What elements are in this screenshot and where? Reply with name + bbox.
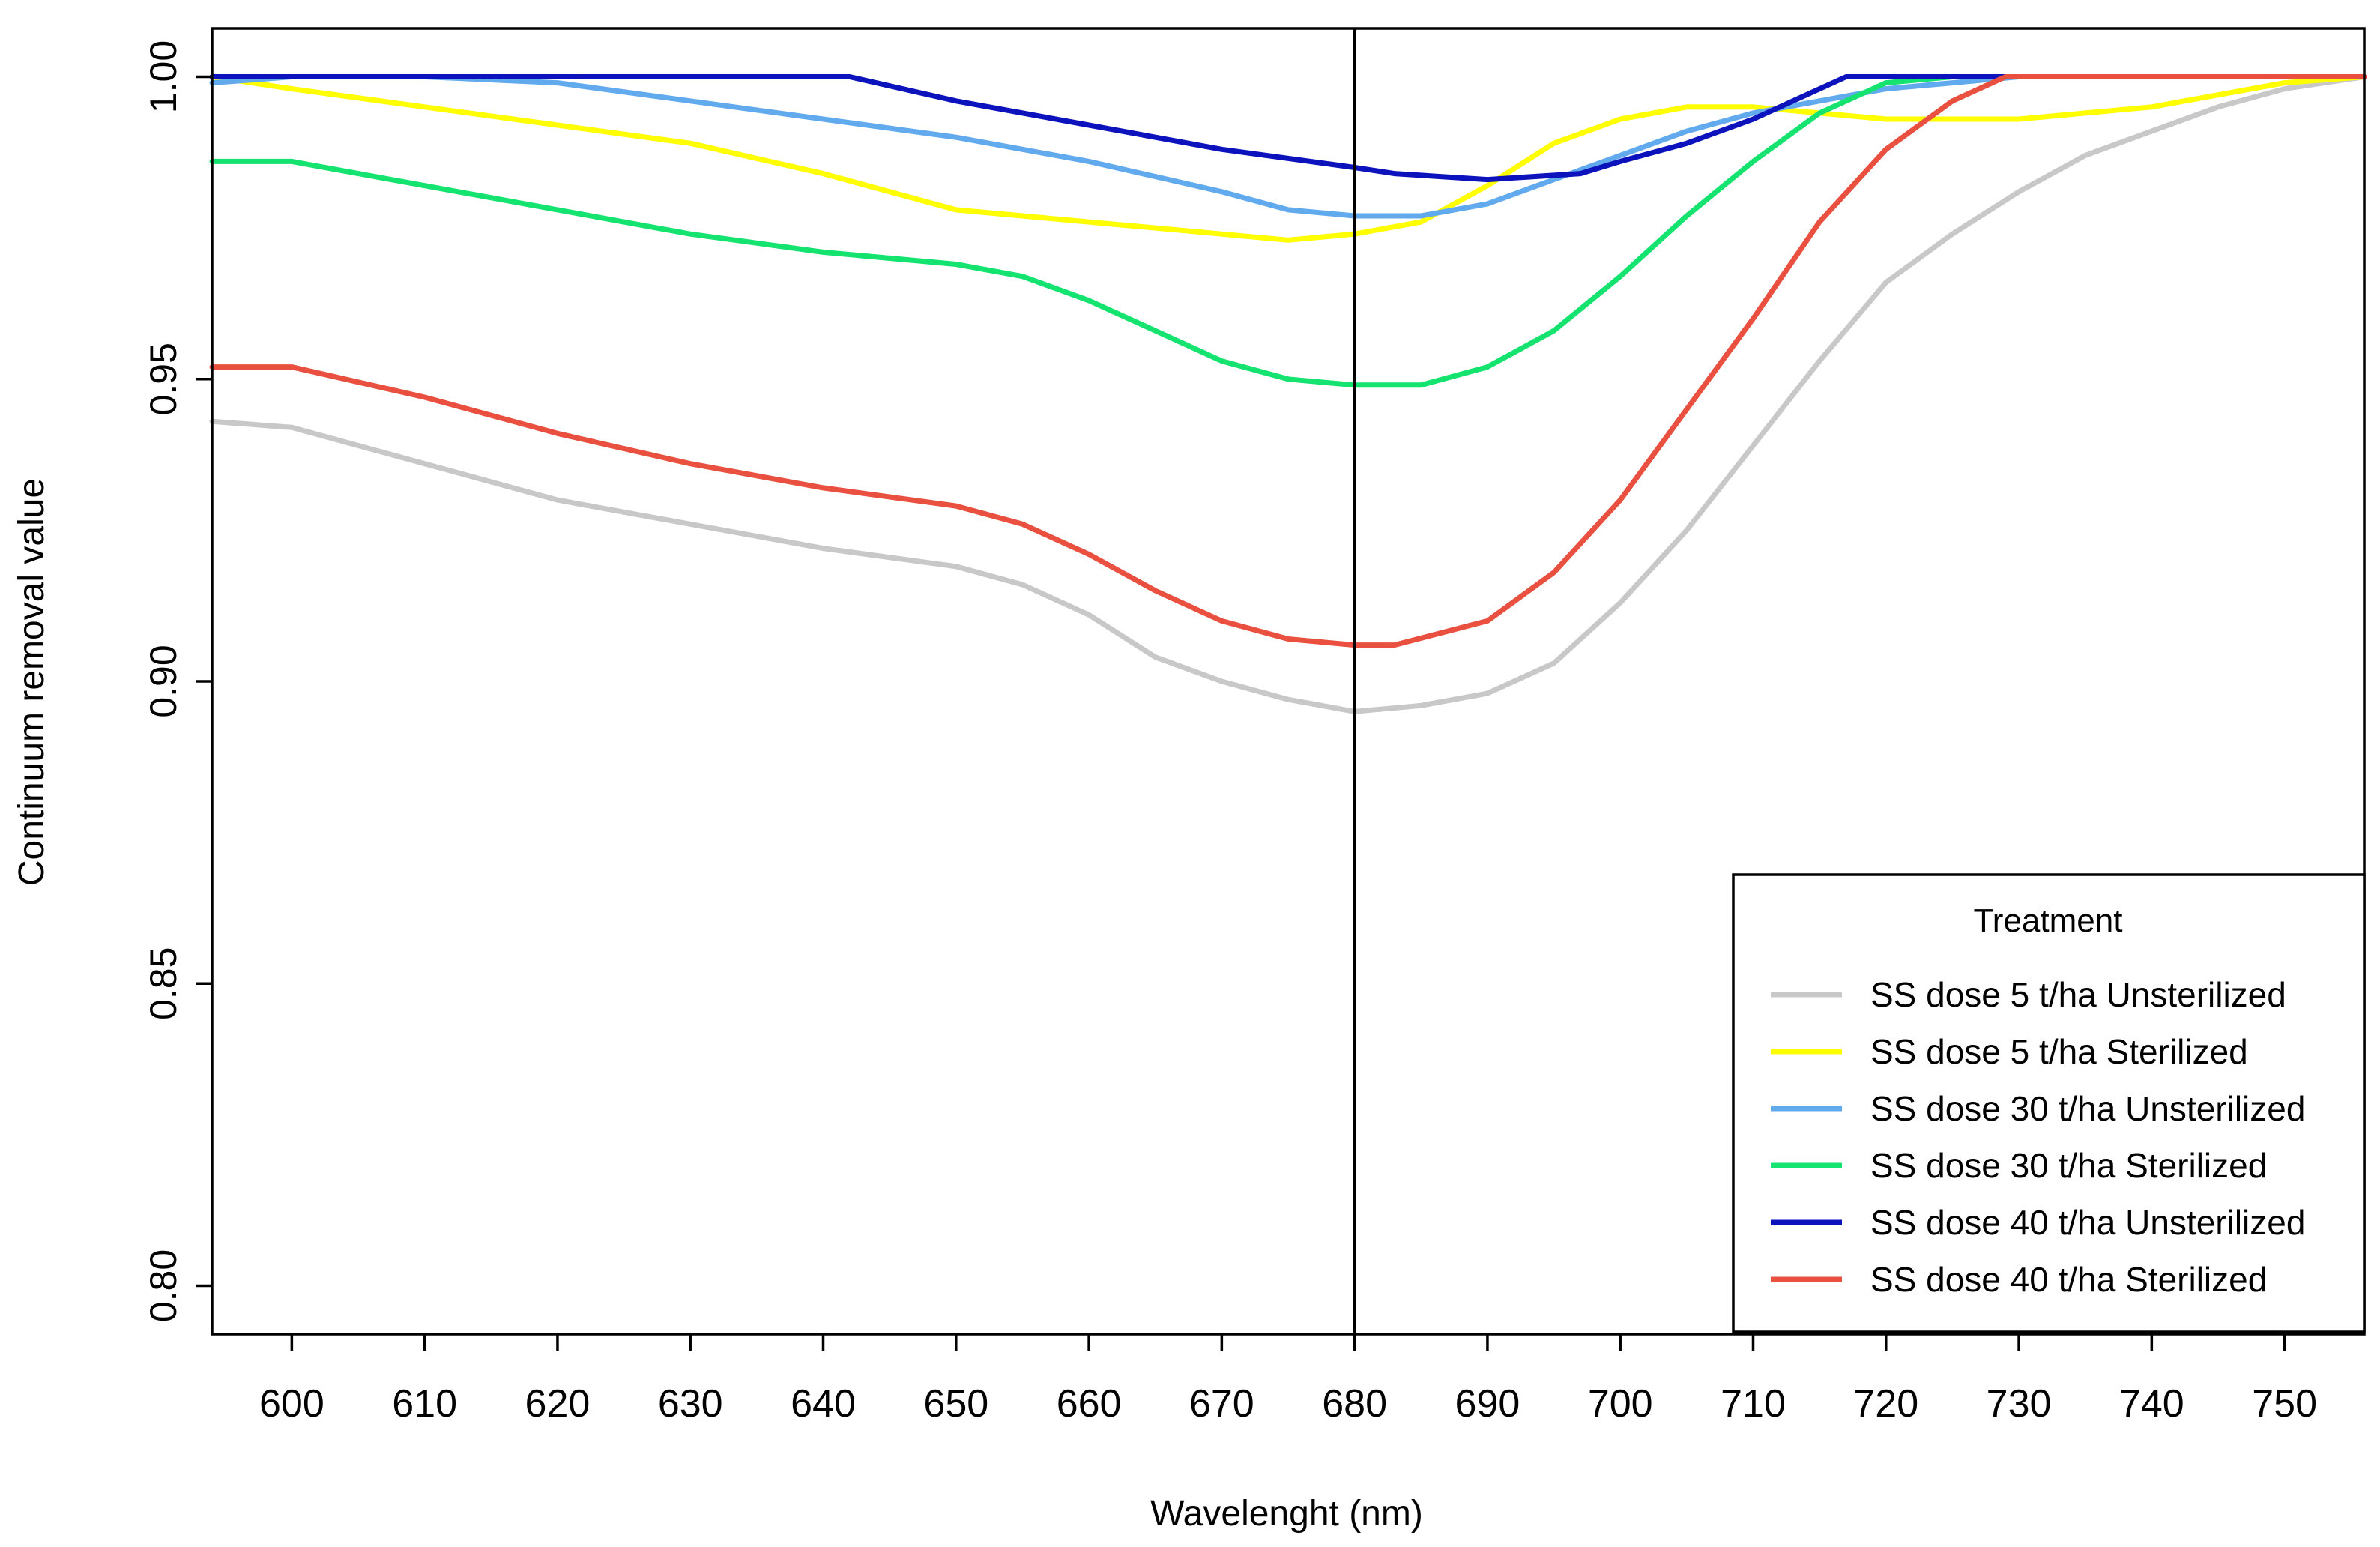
x-axis: 600 610 620 630 640 650 660 670 680 690 700 710 720 7… (259, 1334, 2317, 1426)
x-tick-label-700: 700 (1588, 1382, 1653, 1426)
x-tick-label-600: 600 (259, 1382, 324, 1426)
series-line-2 (209, 74, 2367, 243)
legend-items: SS dose 5 t/ha Unsterilized SS dose 5 t/h… (1771, 975, 2305, 1299)
x-tick-label-740: 740 (2119, 1382, 2184, 1426)
series-line-5 (209, 74, 2367, 183)
x-tick-label-750: 750 (2252, 1382, 2317, 1426)
series-line-1 (209, 74, 2367, 714)
legend-label-4: SS dose 30 t/ha Sterilized (1870, 1146, 2267, 1185)
legend-label-1: SS dose 5 t/ha Unsterilized (1870, 975, 2286, 1014)
y-tick-label-0.85: 0.85 (142, 947, 184, 1020)
x-tick-label-680: 680 (1322, 1382, 1387, 1426)
x-axis-label: Wavelenght (nm) (1150, 1494, 1423, 1534)
x-tick-label-720: 720 (1853, 1382, 1918, 1426)
x-tick-label-710: 710 (1721, 1382, 1786, 1426)
series-line-6 (209, 74, 2367, 648)
legend-label-6: SS dose 40 t/ha Sterilized (1870, 1260, 2267, 1299)
x-tick-label-670: 670 (1189, 1382, 1254, 1426)
x-tick-label-660: 660 (1057, 1382, 1122, 1426)
y-tick-label-1.00: 1.00 (142, 40, 184, 113)
y-axis: 0.80 0.85 0.90 0.95 1.00 (142, 40, 212, 1322)
legend: Treatment SS dose 5 t/ha UnsterilizedSS … (1732, 873, 2366, 1333)
x-tick-label-650: 650 (923, 1382, 988, 1426)
y-tick-label-0.80: 0.80 (142, 1249, 184, 1322)
legend-label-5: SS dose 40 t/ha Unsterilized (1870, 1203, 2305, 1242)
legend-box (1732, 873, 2366, 1333)
x-tick-label-610: 610 (392, 1382, 457, 1426)
series-group (209, 74, 2367, 714)
x-tick-label-640: 640 (791, 1382, 856, 1426)
legend-label-3: SS dose 30 t/ha Unsterilized (1870, 1089, 2305, 1128)
y-axis-label: Continuum removal value (12, 478, 52, 886)
legend-title: Treatment (1974, 902, 2123, 939)
y-tick-label-0.90: 0.90 (142, 645, 184, 717)
x-tick-label-730: 730 (1987, 1382, 2052, 1426)
x-tick-label-630: 630 (658, 1382, 723, 1426)
x-tick-label-690: 690 (1455, 1382, 1520, 1426)
legend-label-2: SS dose 5 t/ha Sterilized (1870, 1032, 2248, 1071)
x-tick-label-620: 620 (525, 1382, 591, 1426)
y-tick-label-0.95: 0.95 (142, 343, 184, 415)
